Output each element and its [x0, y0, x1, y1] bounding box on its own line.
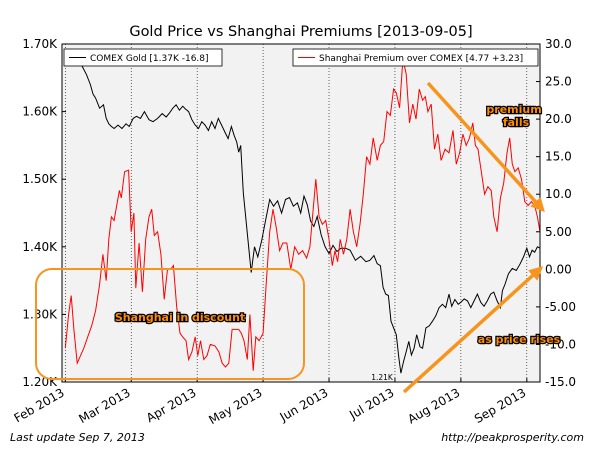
annotation-low-1-21k: 1.21K — [371, 373, 394, 382]
legend-shanghai-premium: Shanghai Premium over COMEX [4.77 +3.23] — [292, 48, 539, 67]
y-axis-right: -15.0 -10.0 -5.00 0.00 5.00 10.0 15.0 20.0 25.0 3… — [536, 37, 576, 389]
series-line-comex-gold — [64, 50, 540, 374]
x-tick-label: Mar 2013 — [76, 385, 132, 426]
y-right-tick-label: 30.0 — [545, 37, 572, 51]
legend-comex-gold: COMEX Gold [1.37K -16.8] — [63, 48, 223, 67]
chart-title: Gold Price vs Shanghai Premiums [2013-09… — [129, 24, 472, 40]
legend-label-comex-gold: COMEX Gold [1.37K -16.8] — [90, 54, 209, 64]
y-right-tick-label: 20.0 — [545, 112, 572, 126]
y-right-tick-label: -15.0 — [545, 375, 576, 389]
y-left-tick-label: 1.20K — [22, 375, 58, 389]
y-left-tick-label: 1.70K — [22, 37, 58, 51]
y-axis-left: 1.20K 1.30K 1.40K 1.50K 1.60K 1.70K — [22, 37, 66, 389]
annotation-shanghai-in-discount: Shanghai in discount — [115, 311, 245, 324]
arrow-price-rises — [402, 266, 544, 394]
y-right-tick-label: 0.00 — [545, 262, 572, 276]
x-tick-label: Feb 2013 — [12, 385, 67, 425]
footer-url[interactable]: http://peakprosperity.com — [441, 431, 584, 444]
arrow-premium-falls — [426, 81, 545, 213]
x-tick-label: May 2013 — [206, 385, 264, 427]
y-right-tick-label: 15.0 — [545, 150, 572, 164]
series-line-shanghai-premium — [64, 58, 540, 371]
x-tick-label: Aug 2013 — [405, 385, 462, 426]
vertical-gridlines — [64, 44, 528, 382]
y-right-tick-label: 5.00 — [545, 225, 572, 239]
y-left-tick-label: 1.60K — [22, 105, 58, 119]
y-left-tick-label: 1.40K — [22, 240, 58, 254]
y-right-tick-label: 25.0 — [545, 75, 572, 89]
annotation-as-price-rises: as price rises — [478, 333, 561, 346]
discount-highlight-box — [35, 268, 305, 380]
footer-last-update: Last update Sep 7, 2013 — [10, 431, 145, 444]
y-left-tick-label: 1.30K — [22, 307, 58, 321]
x-tick-label: Sep 2013 — [472, 385, 528, 426]
x-tick-label: Apr 2013 — [144, 385, 199, 425]
y-left-tick-label: 1.50K — [22, 172, 58, 186]
y-right-tick-label: -10.0 — [545, 337, 576, 351]
y-right-tick-label: -5.00 — [545, 300, 576, 314]
annotation-premium-falls: premium falls — [486, 103, 545, 129]
x-axis: Feb 2013 Mar 2013 Apr 2013 May 2013 Jun 2013… — [12, 378, 528, 427]
legend-label-shanghai-premium: Shanghai Premium over COMEX [4.77 +3.23] — [319, 54, 523, 64]
y-right-tick-label: 10.0 — [545, 187, 572, 201]
x-tick-label: Jun 2013 — [277, 385, 331, 424]
x-tick-label: Jul 2013 — [346, 385, 396, 422]
